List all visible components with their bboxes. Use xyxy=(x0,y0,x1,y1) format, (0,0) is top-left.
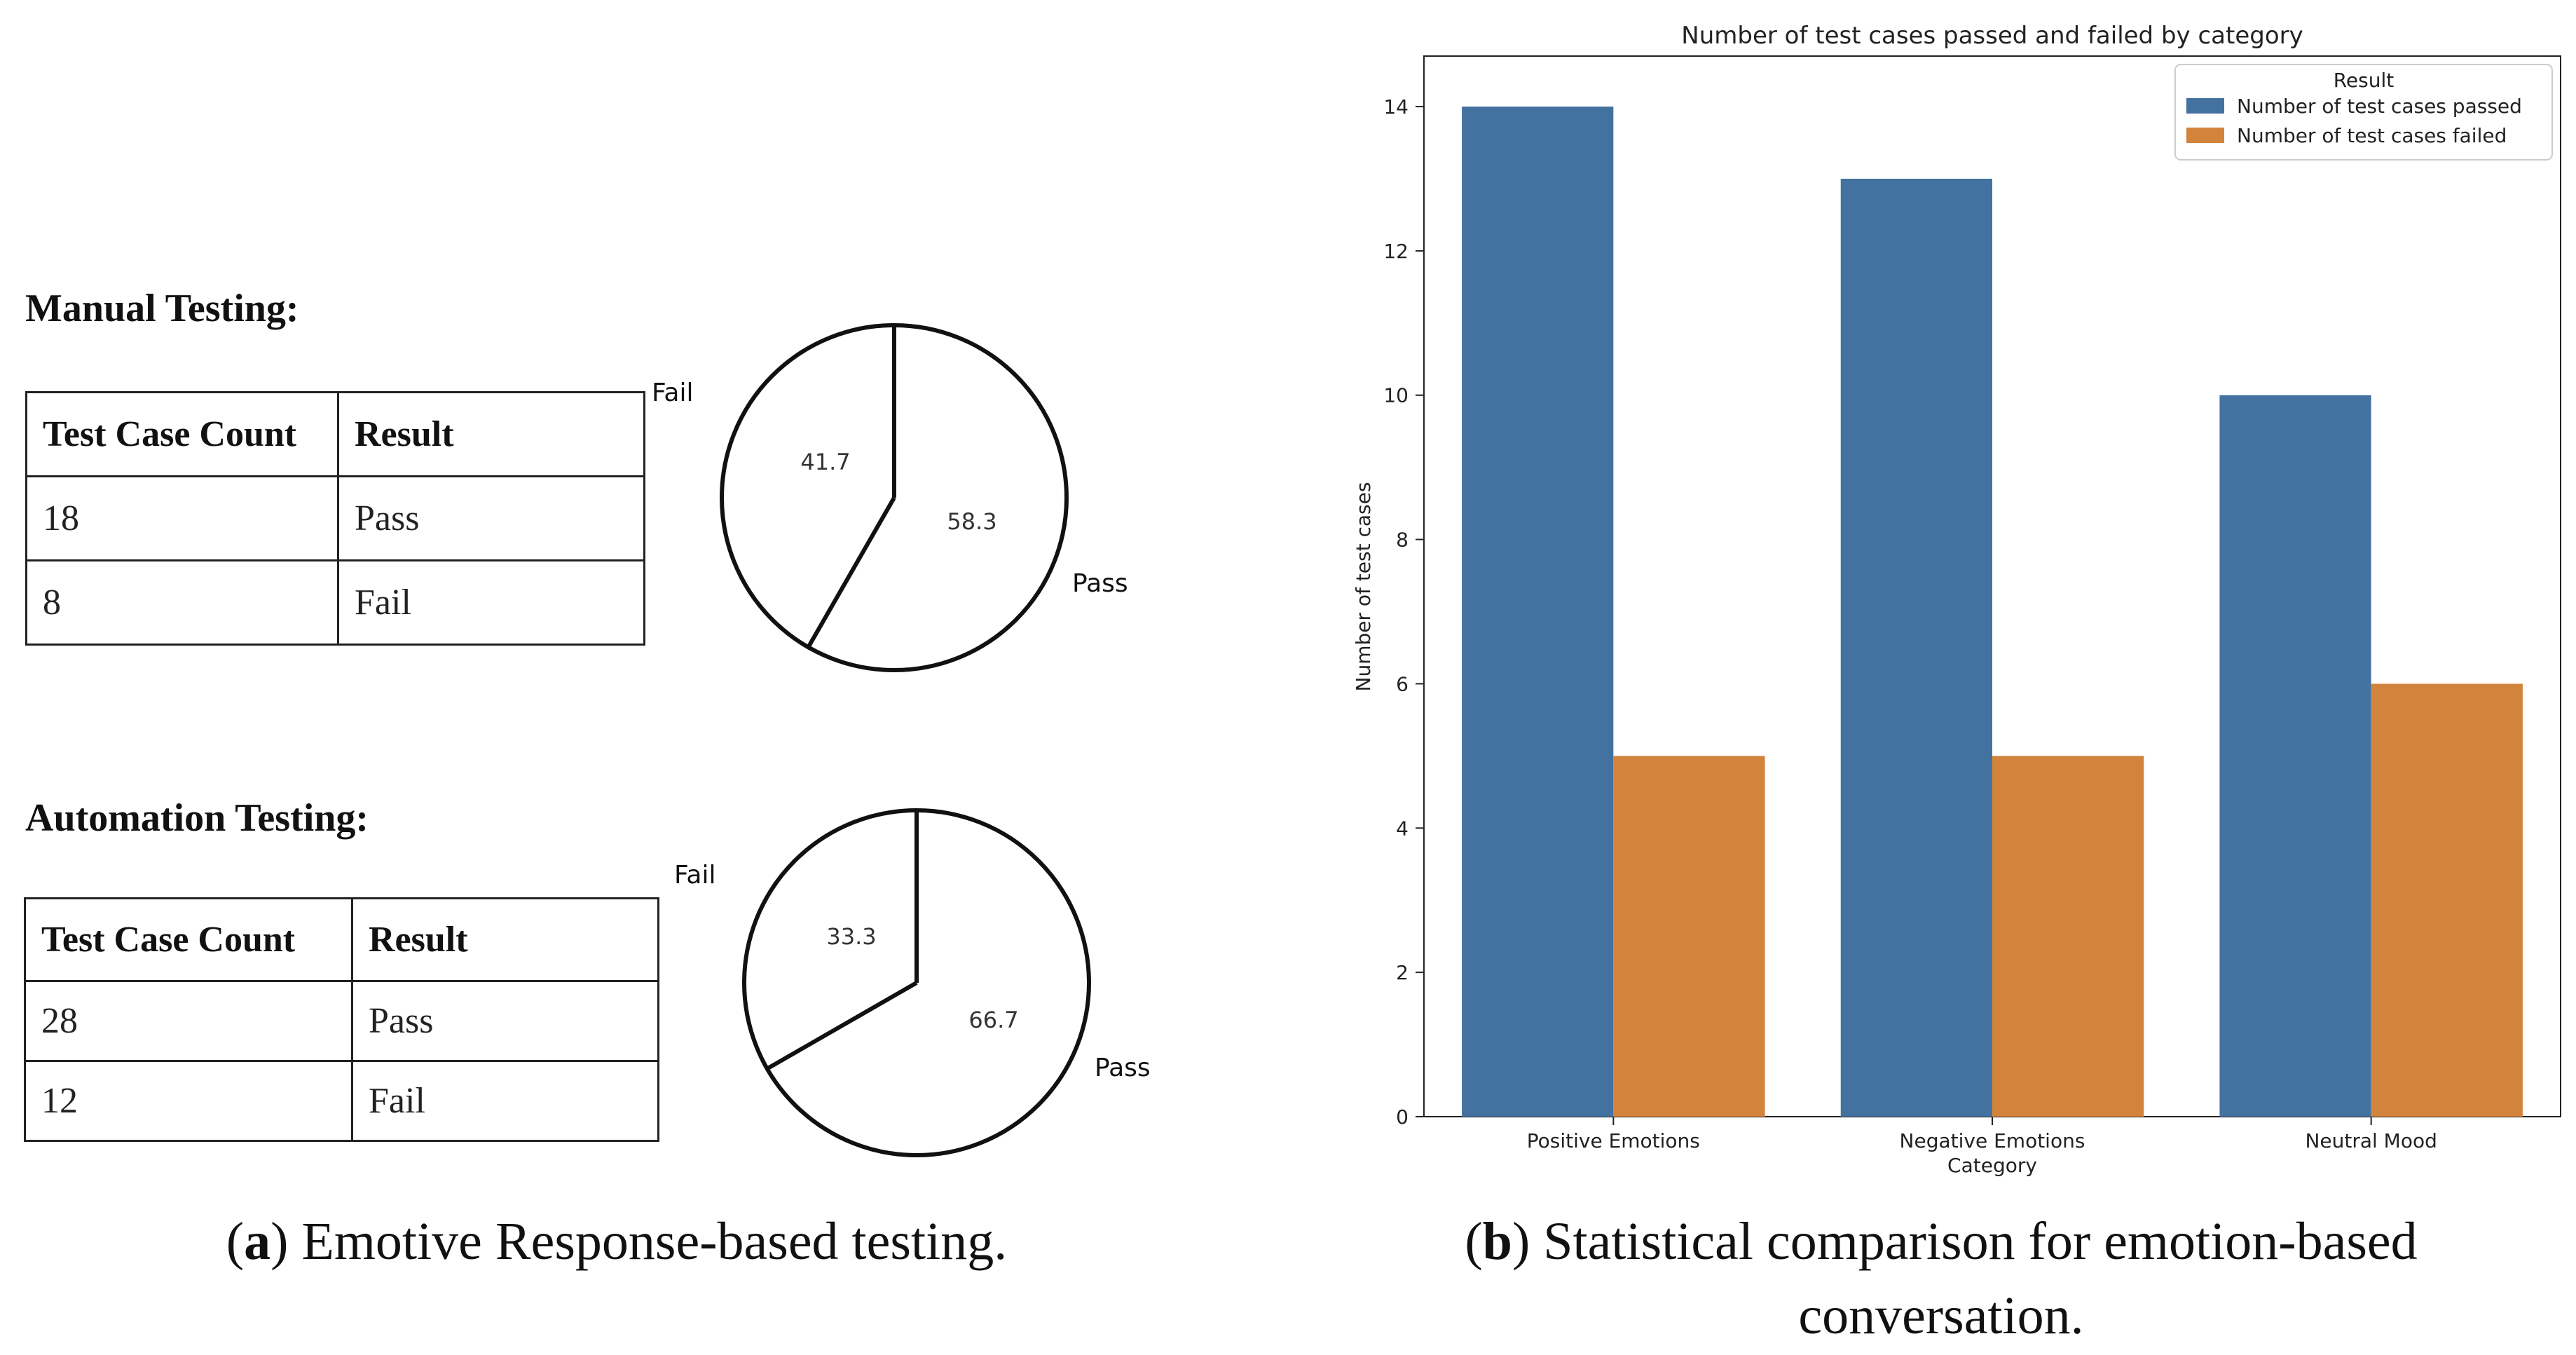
table-row: 8 Fail xyxy=(25,559,645,646)
pie-fail-pct: 41.7 xyxy=(800,449,850,475)
table-cell: Pass xyxy=(337,475,645,561)
pie-slice-boundary xyxy=(766,981,918,1071)
y-tick-label: 14 xyxy=(1383,95,1409,118)
y-axis-label: Number of test cases xyxy=(1352,482,1375,692)
table-row: 12 Fail xyxy=(24,1060,659,1142)
automation-pie-chart: Fail Pass 33.3 66.7 xyxy=(674,808,1151,1157)
table-cell: 8 xyxy=(25,559,339,646)
table-cell: Fail xyxy=(351,1060,659,1142)
pie-pass-label: Pass xyxy=(1095,1054,1151,1082)
x-tick-label: Positive Emotions xyxy=(1527,1129,1700,1152)
caption-text: Emotive Response-based testing. xyxy=(301,1212,1008,1271)
legend-label: Number of test cases failed xyxy=(2237,124,2507,147)
table-row: 18 Pass xyxy=(25,475,645,561)
automation-testing-title: Automation Testing: xyxy=(25,796,369,840)
pie-pass-pct: 66.7 xyxy=(968,1007,1018,1033)
table-cell: Pass xyxy=(351,980,659,1062)
table-row: 28 Pass xyxy=(24,980,659,1062)
pie-pass-pct: 58.3 xyxy=(947,508,996,535)
table-cell: 12 xyxy=(24,1060,353,1142)
bar-passed xyxy=(1840,178,1992,1117)
y-tick-label: 10 xyxy=(1383,384,1409,407)
x-tick-label: Neutral Mood xyxy=(2305,1129,2437,1152)
automation-pie-group xyxy=(742,808,1091,1157)
y-tick-label: 0 xyxy=(1396,1105,1409,1129)
table-header: Result xyxy=(337,391,645,477)
table-cell: 18 xyxy=(25,475,339,561)
x-tick-label: Negative Emotions xyxy=(1900,1129,2085,1152)
manual-pie-group xyxy=(720,323,1069,672)
y-tick-label: 8 xyxy=(1396,529,1409,552)
caption-text-line2: conversation. xyxy=(1798,1286,2084,1346)
legend-label: Number of test cases passed xyxy=(2237,95,2522,118)
chart-title: Number of test cases passed and failed b… xyxy=(1681,22,2303,50)
pie-fail-label: Fail xyxy=(652,379,693,407)
y-tick-label: 4 xyxy=(1396,817,1409,840)
caption-letter: a xyxy=(244,1212,271,1271)
automation-results-table: Test Case Count Result 28 Pass 12 Fail xyxy=(24,897,659,1142)
x-axis-label: Category xyxy=(1947,1154,2037,1177)
bars-group xyxy=(1462,107,2523,1117)
table-header: Test Case Count xyxy=(25,391,339,477)
y-tick-label: 12 xyxy=(1383,240,1409,263)
legend-box xyxy=(2174,64,2553,161)
table-header: Result xyxy=(351,897,659,982)
bar-passed xyxy=(2219,395,2371,1117)
bar-failed xyxy=(1992,756,2144,1117)
pie-slice-boundary xyxy=(806,496,896,648)
y-axis: 0 2 4 6 8 10 12 14 xyxy=(1383,95,1424,1129)
manual-pie-chart: Fail Pass 41.7 58.3 xyxy=(652,323,1128,672)
caption-b: (b) Statistical comparison for emotion-b… xyxy=(1465,1212,2418,1346)
pie-fail-label: Fail xyxy=(674,861,715,890)
caption-a: (a) Emotive Response-based testing. xyxy=(226,1212,1008,1271)
table-header: Test Case Count xyxy=(24,897,353,982)
caption-letter: b xyxy=(1482,1212,1512,1271)
x-axis: Positive Emotions Negative Emotions Neutra… xyxy=(1527,1117,2437,1152)
y-tick-label: 2 xyxy=(1396,961,1409,984)
legend: Result Number of test cases passed Number … xyxy=(2174,64,2553,161)
legend-swatch xyxy=(2186,98,2224,114)
table-cell: Fail xyxy=(337,559,645,646)
pie-fail-pct: 33.3 xyxy=(826,923,876,950)
bar-failed xyxy=(1613,756,1765,1117)
pie-pass-label: Pass xyxy=(1072,569,1128,598)
bar-passed xyxy=(1462,107,1614,1117)
bar-failed xyxy=(2371,683,2523,1117)
manual-results-table: Test Case Count Result 18 Pass 8 Fail xyxy=(25,391,645,646)
y-tick-label: 6 xyxy=(1396,672,1409,695)
manual-testing-title: Manual Testing: xyxy=(25,287,299,330)
legend-title: Result xyxy=(2334,69,2395,92)
table-cell: 28 xyxy=(24,980,353,1062)
caption-text-line1: Statistical comparison for emotion-based xyxy=(1543,1212,2418,1271)
legend-swatch xyxy=(2186,128,2224,143)
bar-chart: Number of test cases passed and failed b… xyxy=(1352,22,2561,1177)
